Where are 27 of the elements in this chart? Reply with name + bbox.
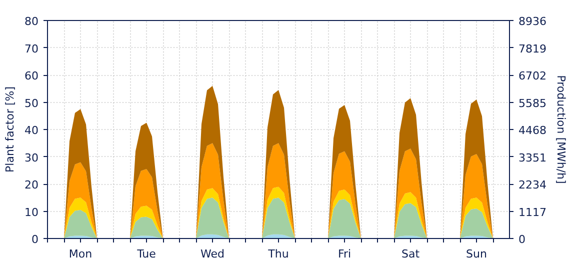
- x-tick-label: Tue: [136, 248, 156, 260]
- y2-tick-label: 0: [518, 233, 526, 246]
- y2-tick-label: 3351: [518, 151, 546, 164]
- x-tick-label: Thu: [267, 248, 289, 260]
- y-tick-label: 60: [24, 70, 39, 82]
- y-tick-label: 40: [24, 124, 39, 137]
- x-tick-label: Mon: [68, 248, 92, 260]
- y-tick-label: 70: [24, 42, 39, 56]
- y-tick-label: 10: [24, 206, 39, 219]
- x-tick-label: Sun: [466, 248, 487, 260]
- y-tick-label: 80: [24, 15, 39, 28]
- y-tick-label: 20: [24, 178, 39, 192]
- y2-tick-label: 7819: [518, 42, 546, 56]
- y2-tick-label: 6702: [518, 70, 546, 82]
- x-tick-label: Wed: [200, 248, 224, 260]
- y2-tick-label: 4468: [518, 124, 546, 137]
- y-tick-label: 0: [32, 233, 38, 246]
- y2-tick-label: 2234: [518, 178, 546, 192]
- y2-tick-label: 5585: [518, 96, 546, 110]
- y2-tick-label: 1117: [518, 206, 546, 219]
- y-axis-title: Plant factor [%]: [4, 86, 17, 172]
- y-tick-label: 30: [24, 151, 39, 164]
- y2-tick-label: 8936: [518, 15, 546, 28]
- y-tick-label: 50: [24, 96, 39, 110]
- x-tick-label: Sat: [401, 248, 420, 260]
- y2-axis-title: Production [MWh/h]: [554, 75, 568, 184]
- x-tick-label: Fri: [338, 248, 352, 260]
